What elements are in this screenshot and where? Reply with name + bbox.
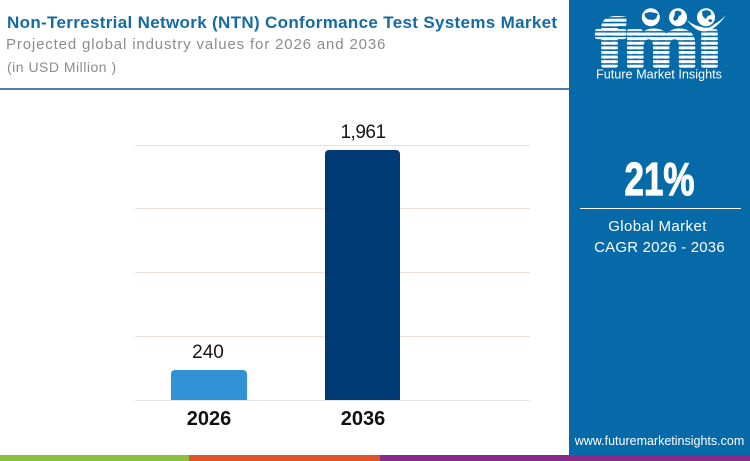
svg-text:Future Market Insights: Future Market Insights	[596, 67, 722, 82]
